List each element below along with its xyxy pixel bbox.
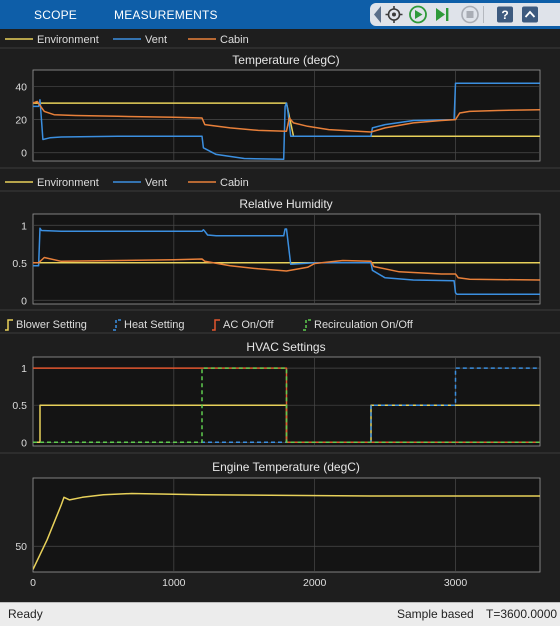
toolstrip: SCOPE MEASUREMENTS [0,0,560,29]
status-ready-text: Ready [8,607,43,621]
chart-panel-4: Engine Temperature (degC) 0 1000 2000 3000 50 [0,452,560,589]
tab-measurements[interactable]: MEASUREMENTS [114,8,218,22]
legend-label-4: Recirculation On/Off [314,319,414,331]
legend [0,181,560,192]
y-tick-label: 0 [21,148,27,160]
back-arrow-icon[interactable] [374,6,381,23]
legend [0,38,560,49]
y-tick-label: 0.5 [12,258,27,270]
help-icon[interactable]: ? [497,6,513,23]
y-tick-label: 0 [21,295,27,307]
step-forward-icon[interactable] [436,8,449,21]
chart-panel-3: HVAC Settings 0 0.5 1 [0,309,560,449]
highlight-signal-icon[interactable] [385,6,403,23]
series-line-cabin [33,256,540,281]
chart-panel-1: Temperature (degC) 0 20 40 [0,38,560,162]
legend-swatch-1[interactable] [5,319,13,331]
x-tick-label: 0 [30,577,36,589]
legend-label-1: Environment [37,177,99,189]
scope-charts: Temperature (degC) 0 20 40 Environment Vent Ca… [0,34,560,589]
series-line-vent [33,227,540,296]
y-tick-label: 50 [15,541,27,553]
tab-scope[interactable]: SCOPE [34,8,78,22]
scope-plot-area: Temperature (degC) 0 20 40 Environment Vent Ca… [0,29,560,602]
chart-title: Relative Humidity [239,197,332,211]
y-tick-label: 1 [21,363,27,375]
legend-label-3: Cabin [220,177,249,189]
x-tick-label: 2000 [303,577,327,589]
legend-label-3: AC On/Off [223,319,274,331]
y-tick-label: 40 [15,82,27,94]
plot-area [32,213,541,305]
series-line-vent [33,82,540,161]
run-icon[interactable] [409,5,427,24]
series-line-cabin [33,100,540,133]
stop-icon[interactable] [461,5,479,24]
legend [0,319,560,334]
legend-label-2: Vent [145,34,167,46]
chart-title: Engine Temperature (degC) [212,460,360,474]
chart-panel-2: Relative Humidity 0 0.5 1 [0,167,560,307]
y-tick-label: 20 [15,115,27,127]
legend-label-1: Environment [37,34,99,46]
legend-swatch-3[interactable] [212,319,220,331]
chart-title: HVAC Settings [246,340,325,354]
plot-area [32,477,541,573]
chart-title: Temperature (degC) [232,53,339,67]
legend-label-3: Cabin [220,34,249,46]
legend-label-2: Heat Setting [124,319,185,331]
series-line-recirculation-on-off [33,367,540,444]
status-mode-text: Sample based [397,607,474,621]
series-line-1 [33,492,540,570]
status-bar: Ready Sample based T=3600.0000 [0,602,560,626]
legend-swatch-4[interactable] [303,319,311,331]
status-time-text: T=3600.0000 [486,607,558,621]
legend-label-1: Blower Setting [16,319,87,331]
x-tick-label: 1000 [162,577,186,589]
y-tick-label: 0.5 [12,400,27,412]
y-tick-label: 1 [21,220,27,232]
toolbar-controls: ? [370,3,560,26]
legend-label-2: Vent [145,177,167,189]
x-tick-label: 3000 [444,577,468,589]
y-tick-label: 0 [21,437,27,449]
collapse-icon[interactable] [522,6,538,23]
svg-text:?: ? [501,8,508,22]
legend-swatch-2[interactable] [113,319,121,331]
